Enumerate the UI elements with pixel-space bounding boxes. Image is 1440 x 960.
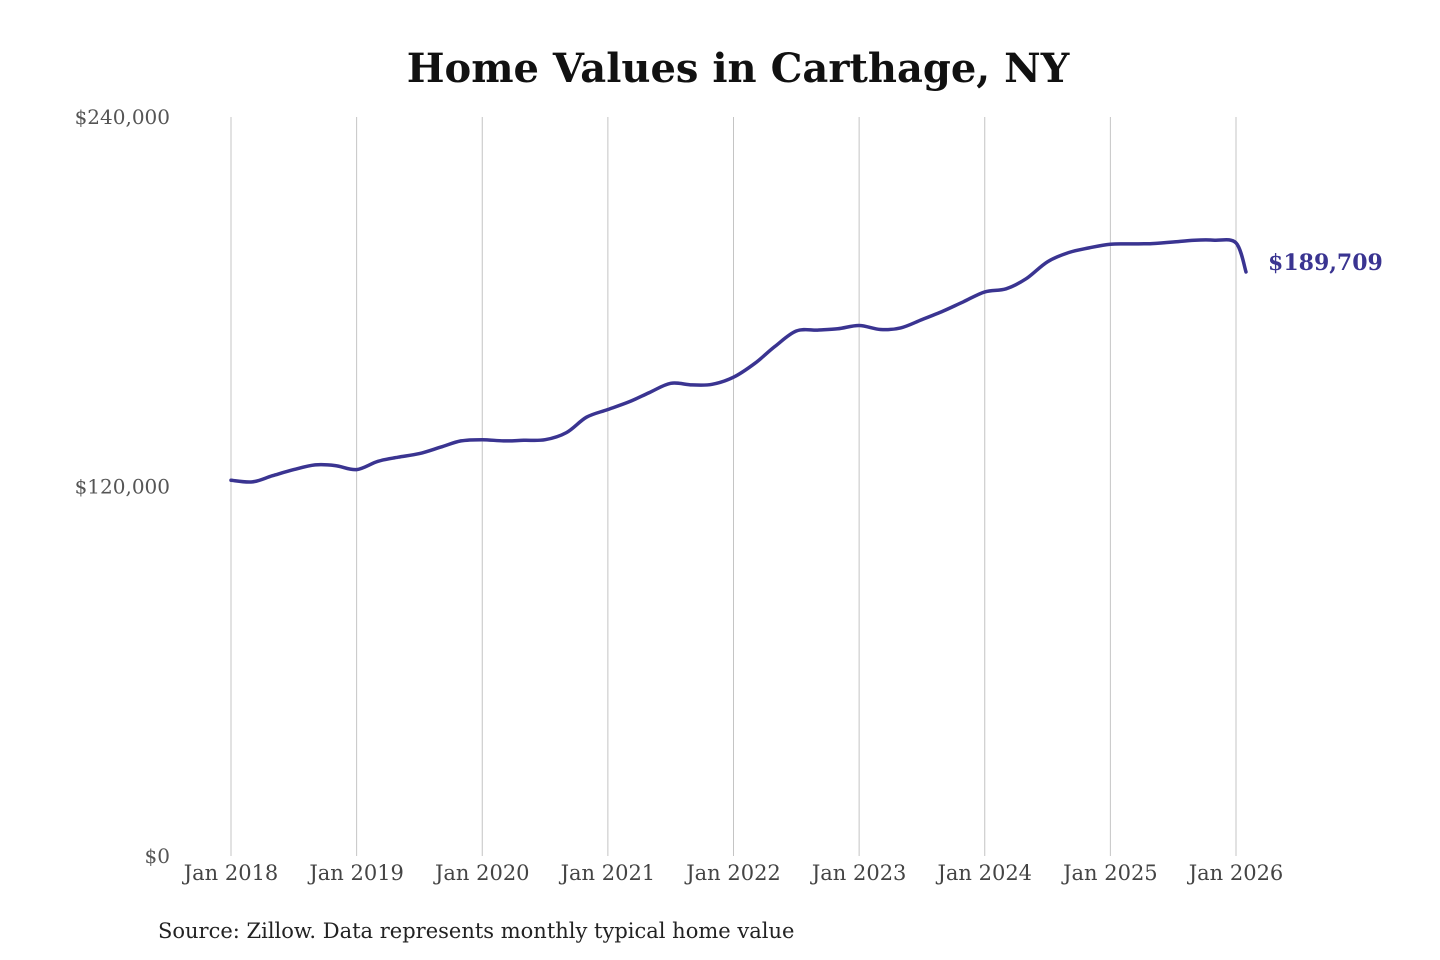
y-tick-label: $240,000 xyxy=(75,105,170,129)
x-tick-label: Jan 2019 xyxy=(307,861,404,885)
x-tick-label: Jan 2022 xyxy=(684,861,781,885)
y-tick-label: $120,000 xyxy=(75,475,170,499)
series-layer: $189,709 xyxy=(229,238,1383,484)
x-tick-label: Jan 2024 xyxy=(935,861,1032,885)
y-axis: $0 $120,000 $240,000 xyxy=(75,105,170,868)
x-axis: Jan 2018 Jan 2019 Jan 2020 Jan 2021 Jan 2022… xyxy=(182,861,1284,885)
grid-lines xyxy=(230,117,1237,856)
chart-title: Home Values in Carthage, NY xyxy=(407,45,1070,92)
x-tick-label: Jan 2021 xyxy=(559,861,656,885)
series-line xyxy=(229,238,1248,484)
source-note: Source: Zillow. Data represents monthly … xyxy=(158,919,794,943)
x-tick-label: Jan 2023 xyxy=(810,861,907,885)
x-tick-label: Jan 2026 xyxy=(1187,861,1284,885)
x-tick-label: Jan 2025 xyxy=(1061,861,1158,885)
end-value-label: $189,709 xyxy=(1268,250,1383,276)
x-tick-label: Jan 2020 xyxy=(433,861,530,885)
x-tick-label: Jan 2018 xyxy=(182,861,279,885)
y-tick-label: $0 xyxy=(145,844,170,868)
